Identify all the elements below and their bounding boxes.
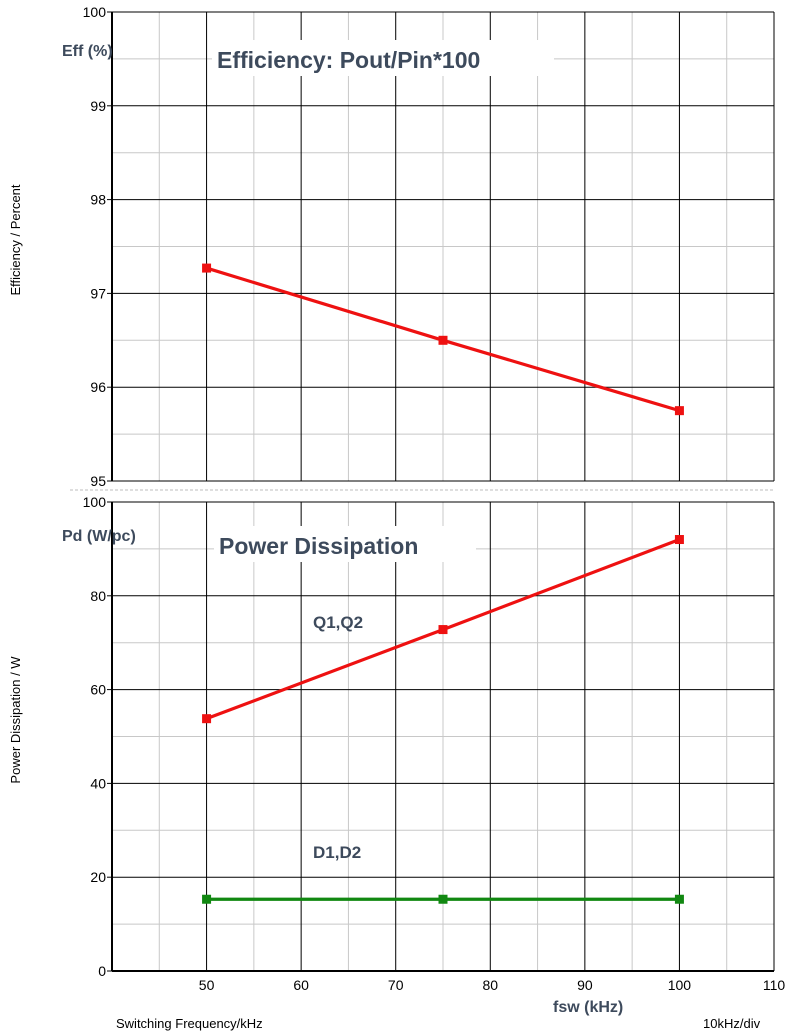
power-x-ticks: 50 60 70 80 90 100 110 — [199, 977, 786, 993]
data-point-marker — [674, 535, 684, 545]
x-tick-label: 80 — [482, 977, 498, 993]
x-axis-label: Switching Frequency/kHz — [116, 1016, 263, 1031]
data-point-marker — [438, 625, 448, 635]
efficiency-title-background — [212, 40, 554, 76]
y-tick-label: 0 — [98, 963, 106, 979]
data-point-marker — [202, 894, 212, 904]
x-tick-label: 90 — [577, 977, 593, 993]
series-label-d1-d2: D1,D2 — [313, 843, 361, 862]
y-tick-label: 80 — [90, 588, 106, 604]
y-tick-label: 100 — [83, 494, 107, 510]
power-title-background — [214, 526, 476, 562]
efficiency-series — [202, 263, 684, 416]
y-tick-label: 97 — [90, 285, 106, 301]
data-point-marker — [202, 714, 212, 724]
x-tick-label: 60 — [293, 977, 309, 993]
y-tick-label: 100 — [83, 4, 107, 20]
power-series — [202, 535, 684, 904]
series-label-q1-q2: Q1,Q2 — [313, 613, 363, 632]
y-tick-label: 40 — [90, 775, 106, 791]
efficiency-axes — [111, 11, 775, 482]
efficiency-title: Efficiency: Pout/Pin*100 — [217, 47, 480, 73]
x-tick-label: 100 — [668, 977, 692, 993]
y-tick-label: 95 — [90, 473, 106, 489]
efficiency-y-axis-label: Efficiency / Percent — [8, 184, 23, 295]
y-tick-label: 60 — [90, 682, 106, 698]
data-point-marker — [674, 406, 684, 416]
power-title: Power Dissipation — [219, 533, 418, 559]
y-tick-label: 99 — [90, 98, 106, 114]
data-point-marker — [674, 894, 684, 904]
x-tick-label: 70 — [388, 977, 404, 993]
power-unit-label: Pd (W/pc) — [62, 528, 136, 545]
y-tick-label: 96 — [90, 379, 106, 395]
x-division-label: 10kHz/div — [703, 1016, 761, 1031]
power-y-axis-label: Power Dissipation / W — [8, 656, 23, 784]
efficiency-panel: 95 96 97 98 99 100 Eff (%) Efficiency: Pout/P… — [8, 4, 775, 489]
y-tick-label: 20 — [90, 869, 106, 885]
efficiency-unit-label: Eff (%) — [62, 43, 113, 60]
data-point-marker — [202, 263, 212, 273]
x-tick-label: 50 — [199, 977, 215, 993]
x-tick-label: 110 — [763, 977, 786, 993]
efficiency-y-ticks: 95 96 97 98 99 100 — [83, 4, 112, 489]
data-point-marker — [438, 894, 448, 904]
power-y-ticks: 0 20 40 60 80 100 — [83, 494, 112, 979]
x-axis-unit-label: fsw (kHz) — [553, 999, 623, 1016]
y-tick-label: 98 — [90, 192, 106, 208]
power-axes — [70, 489, 775, 972]
data-point-marker — [438, 335, 448, 345]
